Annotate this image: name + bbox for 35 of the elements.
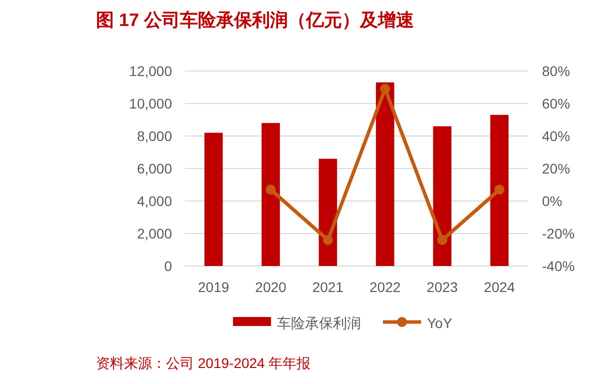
y-tick-label: 6,000 — [136, 160, 172, 176]
y2-tick-label: -20% — [542, 226, 575, 242]
y2-tick-label: 20% — [542, 160, 570, 176]
bar — [376, 82, 394, 266]
point — [266, 184, 276, 195]
y2-tick-label: 40% — [542, 128, 570, 144]
legend-label: YoY — [427, 315, 453, 331]
bar — [490, 114, 509, 266]
y-tick-label: 2,000 — [136, 226, 172, 242]
bar — [433, 126, 452, 266]
point — [380, 84, 390, 94]
y-tick-label: 10,000 — [129, 96, 172, 112]
legend-label: 车险承保利润 — [277, 315, 361, 331]
y2-tick-label: -40% — [542, 258, 575, 274]
y2-tick-label: 80% — [542, 63, 570, 79]
x-tick-label: 2022 — [370, 279, 401, 295]
x-tick-label: 2019 — [198, 279, 230, 295]
y2-tick-label: 60% — [542, 96, 570, 112]
point — [322, 235, 333, 245]
chart-title: 图 17 公司车险承保利润（亿元）及增速 — [96, 10, 414, 30]
x-tick-label: 2024 — [484, 279, 516, 295]
y2-tick-label: 0% — [542, 193, 562, 209]
bar — [262, 123, 280, 266]
y-tick-label: 4,000 — [136, 193, 172, 209]
x-tick-label: 2020 — [255, 279, 287, 295]
y-tick-label: 8,000 — [136, 128, 172, 144]
x-tick-label: 2023 — [426, 279, 458, 295]
y-tick-label: 0 — [164, 258, 172, 274]
text: 资料来源：公司 2019-2024 年年报 — [96, 355, 311, 371]
point — [437, 235, 448, 245]
y-tick-label: 12,000 — [129, 63, 172, 79]
bar — [318, 158, 338, 266]
point — [494, 184, 504, 195]
bar — [204, 132, 223, 266]
x-tick-label: 2021 — [312, 279, 344, 295]
